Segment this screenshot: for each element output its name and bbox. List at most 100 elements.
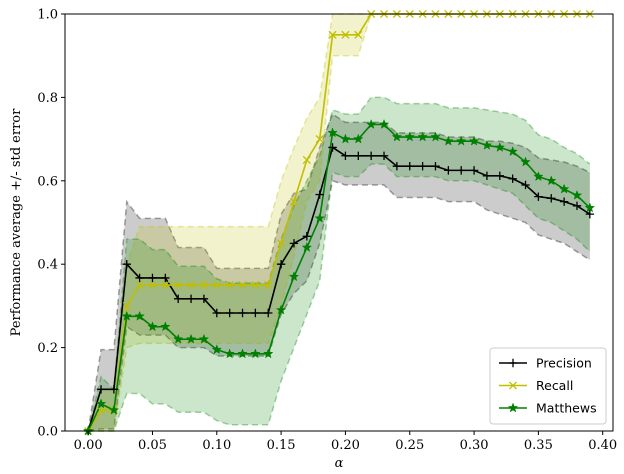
matthews-point bbox=[546, 175, 557, 186]
x-tick-label: 0.40 bbox=[588, 438, 617, 453]
matthews-legend-marker bbox=[507, 402, 519, 413]
precision-point bbox=[341, 151, 350, 160]
recall-point bbox=[212, 280, 221, 290]
matthews-point bbox=[172, 333, 184, 344]
recall-point bbox=[174, 280, 183, 290]
matthews-point bbox=[584, 202, 596, 213]
recall-point bbox=[315, 135, 324, 144]
precision-point bbox=[392, 162, 402, 171]
x-tick-label: 0.15 bbox=[267, 438, 296, 453]
y-tick-label: 0.6 bbox=[37, 174, 58, 189]
legend: Precision Recall Matthews bbox=[489, 347, 607, 425]
precision-point bbox=[238, 308, 247, 318]
matthews-point bbox=[443, 135, 454, 146]
recall-point bbox=[354, 30, 363, 39]
precision-point bbox=[482, 171, 492, 180]
recall-point bbox=[225, 280, 234, 290]
precision-point bbox=[174, 294, 183, 304]
legend-box bbox=[489, 347, 607, 425]
recall-point bbox=[251, 280, 260, 290]
matthews-point bbox=[417, 131, 428, 142]
precision-point bbox=[457, 166, 466, 175]
x-tick-label: 0.00 bbox=[74, 438, 103, 453]
matthews-legend-label: Matthews bbox=[536, 401, 597, 416]
precision-point bbox=[469, 166, 479, 175]
precision-point bbox=[431, 162, 440, 171]
precision-point bbox=[264, 308, 273, 318]
precision-error-band bbox=[88, 114, 590, 431]
x-tick-label: 0.25 bbox=[395, 438, 424, 453]
matthews-point bbox=[108, 404, 120, 415]
matthews-point bbox=[327, 127, 338, 138]
precision-point bbox=[212, 308, 221, 318]
matthews-point bbox=[314, 212, 325, 223]
precision-point bbox=[379, 151, 389, 160]
recall-point bbox=[341, 30, 350, 39]
matthews-point bbox=[198, 333, 210, 344]
recall-point bbox=[161, 280, 170, 290]
y-tick-label: 1.0 bbox=[37, 8, 58, 23]
x-tick-label: 0.10 bbox=[202, 438, 231, 453]
precision-point bbox=[302, 232, 312, 241]
matthews-point bbox=[558, 183, 570, 194]
matthews-point bbox=[121, 310, 132, 321]
matthews-point bbox=[507, 146, 518, 157]
matthews-point bbox=[211, 344, 223, 355]
precision-point bbox=[418, 162, 427, 171]
precision-point bbox=[109, 385, 119, 394]
recall-point bbox=[238, 280, 247, 290]
precision-point bbox=[366, 151, 376, 160]
precision-point bbox=[508, 174, 517, 183]
matthews-point bbox=[288, 271, 300, 282]
precision-point bbox=[199, 294, 209, 304]
matthews-point bbox=[468, 135, 480, 146]
recall-point bbox=[187, 280, 196, 290]
matthews-point bbox=[378, 118, 390, 129]
matthews-point bbox=[481, 139, 493, 150]
x-axis-ticks: 0.00 0.05 0.10 0.15 0.20 0.25 0.30 0.35 0.40 bbox=[74, 431, 617, 453]
x-tick-label: 0.05 bbox=[138, 438, 167, 453]
matthews-point bbox=[134, 310, 145, 321]
matthews-point bbox=[455, 135, 467, 146]
recall-point bbox=[148, 280, 157, 290]
matthews-line bbox=[87, 123, 591, 432]
x-tick-label: 0.35 bbox=[524, 438, 553, 453]
precision-point bbox=[354, 151, 363, 160]
recall-point bbox=[289, 197, 299, 206]
recall-error-band bbox=[88, 14, 590, 431]
matthews-point bbox=[520, 156, 531, 167]
recall-point bbox=[277, 239, 286, 248]
x-tick-label: 0.20 bbox=[331, 438, 360, 453]
matthews-point bbox=[185, 333, 197, 344]
precision-legend-marker bbox=[508, 358, 518, 368]
matthews-point bbox=[250, 348, 261, 359]
matthews-point bbox=[160, 321, 171, 332]
matthews-point bbox=[353, 133, 364, 144]
matthews-point bbox=[340, 133, 351, 144]
recall-point bbox=[264, 280, 273, 290]
matthews-point bbox=[430, 131, 441, 142]
precision-point bbox=[585, 209, 595, 219]
matthews-point bbox=[262, 348, 274, 359]
precision-point bbox=[444, 166, 453, 175]
y-tick-label: 0.2 bbox=[37, 341, 58, 356]
x-tick-label: 0.30 bbox=[460, 438, 489, 453]
matthews-point bbox=[224, 348, 235, 359]
precision-point bbox=[534, 192, 543, 201]
precision-point bbox=[559, 197, 569, 206]
precision-lower-bound bbox=[88, 179, 591, 432]
precision-point bbox=[96, 385, 106, 394]
matthews-point bbox=[571, 189, 583, 200]
matthews-point bbox=[533, 171, 544, 182]
precision-point bbox=[186, 294, 196, 304]
matthews-point bbox=[147, 321, 158, 332]
precision-point bbox=[521, 180, 530, 190]
matthews-point bbox=[301, 242, 313, 252]
plot-frame bbox=[64, 13, 614, 432]
y-tick-label: 0.8 bbox=[37, 91, 58, 106]
matthews-point bbox=[391, 131, 403, 142]
matthews-lower-bound bbox=[88, 163, 591, 432]
matthews-point bbox=[404, 131, 416, 142]
recall-point bbox=[199, 280, 208, 290]
